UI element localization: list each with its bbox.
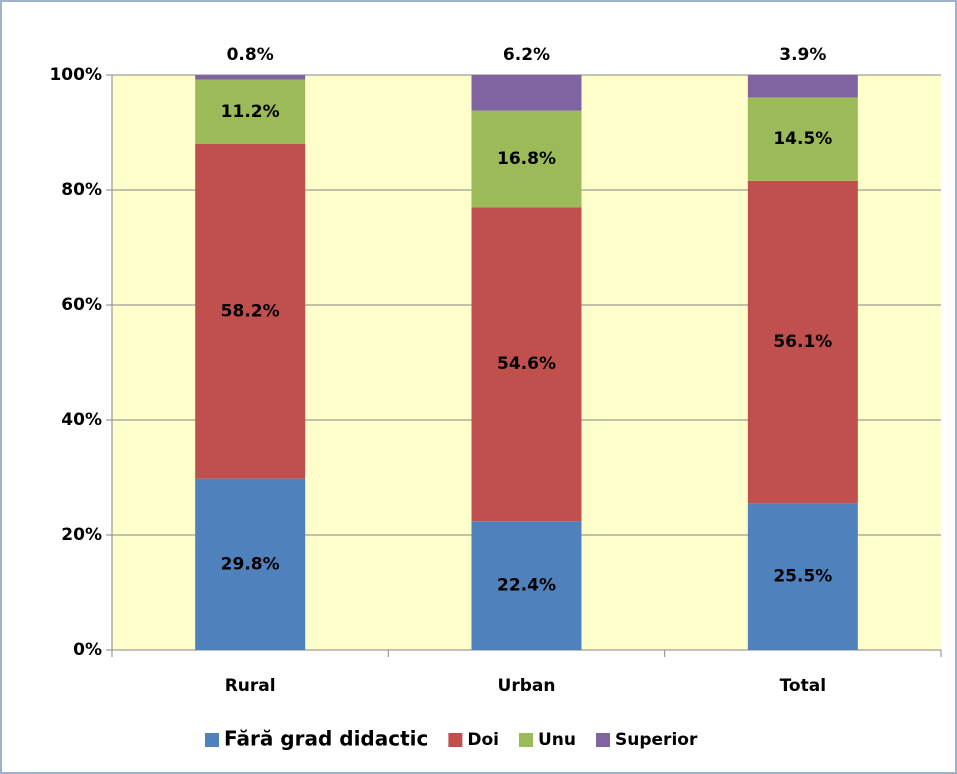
bar-segment [195,144,306,479]
y-tick-label: 20% [61,525,102,545]
value-label: 25.5% [773,567,832,587]
legend-label: Superior [615,730,698,750]
value-label: 22.4% [497,576,556,596]
legend-swatch [596,733,611,747]
bar-segment [471,75,582,111]
bar-segment [471,521,582,650]
y-tick-label: 100% [49,65,102,85]
legend-swatch [519,733,533,747]
value-label: 58.2% [221,301,280,321]
y-tick-label: 60% [61,295,102,315]
legend-swatch [205,733,219,747]
value-label: 14.5% [773,129,832,149]
value-label: 11.2% [221,102,280,122]
bar-segment [471,110,582,208]
legend-swatch [448,733,463,747]
legend-label: Doi [467,730,499,750]
legend-label: Unu [538,730,576,750]
x-tick-label: Total [780,676,826,696]
value-label: 54.6% [497,354,556,374]
bar-segment [195,478,306,650]
y-tick-label: 0% [73,640,102,660]
bar-segment [747,75,858,98]
value-label: 0.8% [227,45,274,65]
value-label: 56.1% [773,332,832,352]
value-label: 29.8% [221,554,280,574]
x-tick-label: Urban [498,676,556,696]
bar-segment [471,207,582,522]
legend-label: Fără grad didactic [224,727,428,751]
bar-segment [747,503,858,650]
bar-segment [195,75,306,80]
value-label: 6.2% [503,45,550,65]
bar-segment [747,180,858,504]
value-label: 16.8% [497,149,556,169]
bar-segment [195,79,306,144]
y-tick-label: 40% [61,410,102,430]
x-tick-label: Rural [225,676,276,696]
y-tick-label: 80% [61,180,102,200]
value-label: 3.9% [779,45,826,65]
bar-segment [747,97,858,181]
